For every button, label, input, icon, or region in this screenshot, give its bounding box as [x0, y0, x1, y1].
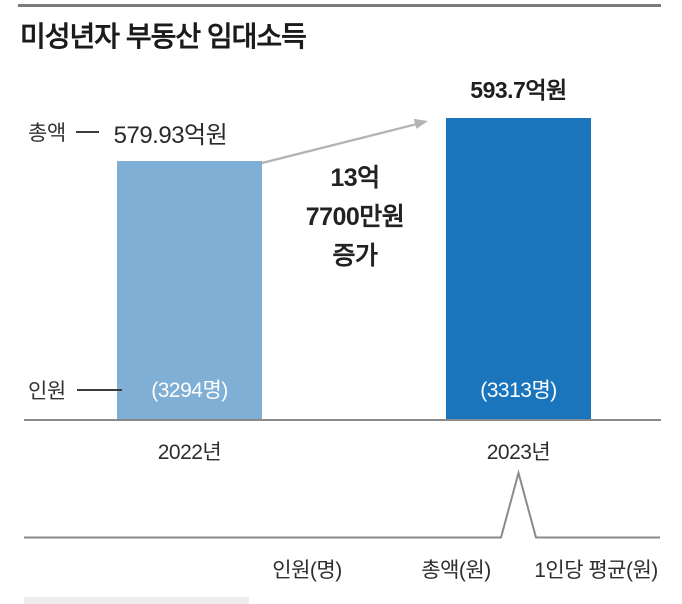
category-label-2023: 2023년 — [486, 441, 551, 464]
table-header-total: 총액(원) — [421, 559, 491, 582]
increase-line-1: 13억 — [330, 164, 380, 192]
top-rule-divider — [18, 4, 661, 7]
bar-2022-people-count: (3294명) — [151, 379, 228, 402]
people-label-row: 인원 — [28, 376, 122, 404]
increase-annotation: 13억 7700만원 증가 — [280, 159, 430, 276]
bar-2023-value-label: 593.7억원 — [470, 77, 567, 103]
chart-title: 미성년자 부동산 임대소득 — [20, 21, 307, 52]
bar-2023-people-count: (3313명) — [480, 379, 557, 402]
increase-line-2: 7700만원 — [305, 203, 405, 231]
bar-2022-value-label: 579.93억원 — [113, 121, 228, 149]
total-axis-label: 총액 — [28, 122, 66, 145]
bar-2023: (3313명) — [446, 118, 591, 420]
total-label-row: 총액 579.93억원 — [28, 116, 228, 149]
people-axis-label: 인원 — [28, 380, 66, 403]
increase-line-3: 증가 — [332, 242, 378, 270]
bar-2022: (3294명) — [117, 161, 262, 420]
table-row-strip — [24, 597, 249, 604]
table-header-average: 1인당 평균(원) — [534, 559, 658, 582]
total-connector-line — [75, 131, 99, 133]
axis-baseline — [24, 419, 661, 421]
category-label-2022: 2022년 — [157, 441, 222, 464]
table-header-people: 인원(명) — [272, 559, 342, 582]
callout-peak-line — [24, 469, 660, 539]
people-connector-line — [76, 389, 122, 391]
increase-arrow-icon — [261, 118, 428, 165]
